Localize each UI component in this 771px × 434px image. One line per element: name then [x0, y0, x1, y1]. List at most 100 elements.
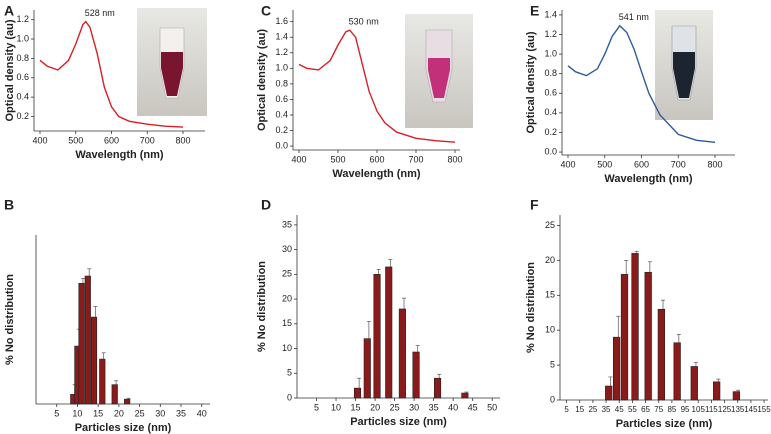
x-axis-label: Wavelength (nm)	[75, 149, 164, 161]
bar	[124, 398, 131, 405]
x-axis-label: Wavelength (nm)	[332, 168, 421, 180]
y-tick-label: 0.8	[16, 53, 29, 63]
x-tick-label: 30	[155, 408, 165, 418]
bar	[713, 381, 721, 401]
y-tick-label: 5	[287, 368, 292, 378]
y-tick-label: 25	[545, 220, 555, 230]
x-tick-label: 700	[140, 135, 155, 145]
x-tick-label: 15	[93, 408, 103, 418]
x-tick-label: 155	[757, 405, 771, 414]
spectrum-line	[567, 24, 716, 143]
bar	[433, 377, 442, 399]
x-tick-label: 600	[104, 135, 119, 145]
y-tick-label: 0.2	[16, 111, 29, 121]
x-tick-label: 10	[331, 402, 341, 412]
panel-letter: C	[261, 3, 271, 19]
bar	[385, 266, 393, 399]
bar	[84, 275, 91, 405]
y-tick-label: 5	[550, 359, 555, 369]
bar	[605, 385, 613, 401]
y-tick-label: 0.2	[544, 127, 557, 137]
x-tick-label: 40	[197, 408, 207, 418]
x-tick-label: 85	[667, 405, 676, 414]
y-tick-label: 10	[545, 325, 555, 335]
y-tick-label: 1.4	[544, 9, 557, 19]
y-tick-label: 1.4	[275, 32, 288, 42]
x-tick-label: 500	[68, 135, 83, 145]
y-tick-label: 1.2	[16, 14, 29, 24]
x-tick-label: 5	[564, 405, 569, 414]
panel-letter: D	[261, 197, 271, 213]
x-tick-label: 40	[448, 402, 458, 412]
x-axis-label: Particles size (nm)	[75, 422, 172, 434]
x-tick-label: 5	[54, 408, 59, 418]
y-tick-label: 20	[545, 255, 555, 265]
bar	[90, 316, 98, 405]
y-tick-label: 0.6	[544, 88, 557, 98]
panel-letter: F	[530, 197, 539, 213]
x-tick-label: 25	[135, 408, 145, 418]
x-tick-label: 105	[692, 405, 706, 414]
bar	[644, 271, 652, 401]
x-tick-label: 95	[681, 405, 690, 414]
x-tick-label: 115	[705, 405, 718, 414]
x-tick-label: 400	[560, 159, 575, 169]
y-tick-label: 0.4	[16, 91, 29, 101]
x-tick-label: 600	[369, 154, 384, 164]
y-tick-label: 0.0	[275, 140, 288, 150]
bar	[657, 308, 665, 401]
x-axis-label: Wavelength (nm)	[604, 173, 693, 185]
peak-annotation: 528 nm	[85, 8, 115, 18]
x-tick-label: 125	[718, 405, 732, 414]
peak-annotation: 530 nm	[349, 17, 379, 27]
x-tick-label: 800	[447, 154, 462, 164]
x-tick-label: 15	[575, 405, 584, 414]
bar	[461, 392, 469, 399]
y-tick-label: 20	[282, 293, 292, 303]
y-axis-label: Optical density (au)	[525, 31, 537, 133]
x-tick-label: 25	[390, 402, 400, 412]
x-tick-label: 15	[351, 402, 361, 412]
x-tick-label: 30	[409, 402, 419, 412]
y-tick-label: 0.8	[544, 68, 557, 78]
x-tick-label: 45	[468, 402, 478, 412]
y-tick-label: 1.2	[275, 47, 288, 57]
peak-annotation: 541 nm	[619, 12, 649, 22]
bar	[398, 308, 406, 399]
x-tick-label: 700	[671, 159, 686, 169]
bar	[612, 336, 621, 401]
y-tick-label: 1.0	[16, 33, 29, 43]
y-axis-label: Optical density (au)	[4, 19, 16, 121]
panel-letter: A	[4, 3, 14, 19]
y-tick-label: 1.0	[544, 48, 557, 58]
bar	[78, 282, 85, 405]
bar	[363, 338, 371, 399]
x-tick-label: 50	[487, 402, 497, 412]
panel-letter: E	[530, 3, 539, 19]
x-tick-label: 400	[32, 135, 47, 145]
x-tick-label: 35	[602, 405, 611, 414]
y-tick-label: 0	[287, 392, 292, 402]
x-tick-label: 25	[588, 405, 597, 414]
bar	[673, 342, 681, 401]
y-tick-label: 10	[282, 343, 292, 353]
y-tick-label: 0.6	[275, 94, 288, 104]
x-tick-label: 145	[744, 405, 758, 414]
inset-photo	[655, 10, 713, 120]
x-tick-label: 800	[175, 135, 190, 145]
bar	[631, 253, 639, 401]
y-axis-label: % No distribution	[256, 261, 268, 352]
bar	[111, 384, 118, 405]
y-tick-label: 15	[545, 290, 555, 300]
bar	[690, 366, 698, 401]
x-tick-label: 20	[370, 402, 380, 412]
x-axis-label: Particles size (nm)	[350, 416, 447, 428]
x-tick-label: 35	[176, 408, 186, 418]
y-axis-label: Optical density (au)	[256, 29, 268, 131]
x-axis-label: Particles size (nm)	[616, 418, 713, 430]
y-axis-label: % No distribution	[4, 274, 16, 365]
y-tick-label: 0.4	[275, 109, 288, 119]
x-tick-label: 35	[429, 402, 439, 412]
spectrum-line	[298, 29, 456, 143]
